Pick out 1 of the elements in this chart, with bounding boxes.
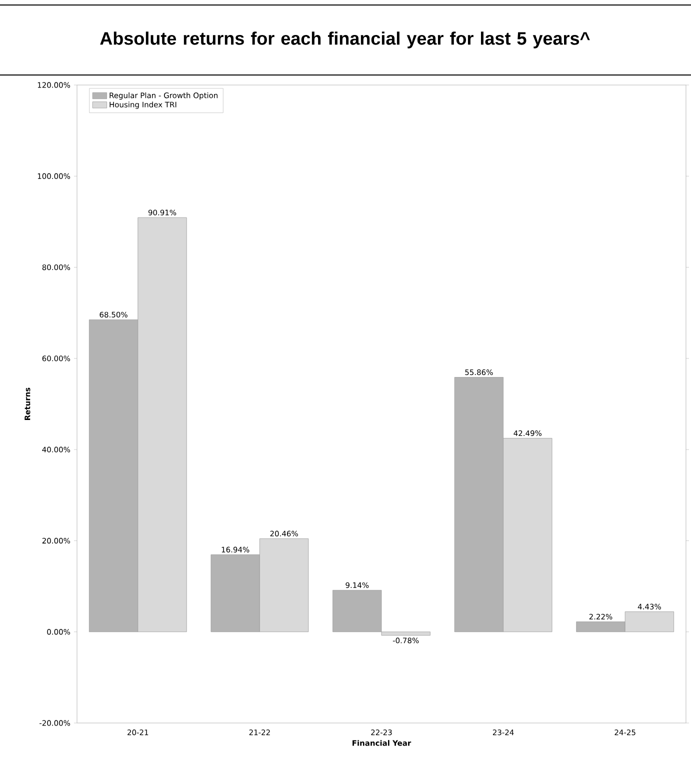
chart-title: Absolute returns for each financial year for last 5 years^ [100, 32, 590, 48]
